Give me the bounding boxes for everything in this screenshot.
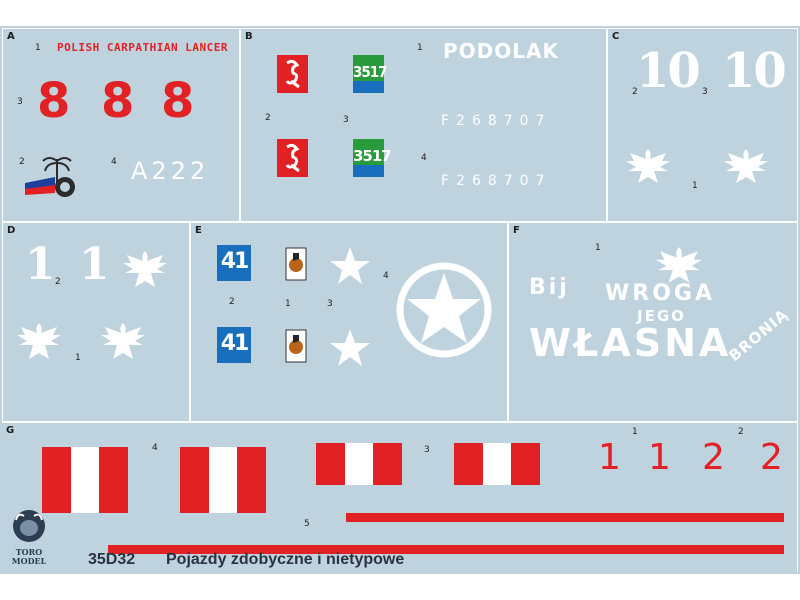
number-41-tile: 41 xyxy=(217,245,251,281)
red-white-flag-marking xyxy=(316,443,403,485)
number-ten-marking: 10 xyxy=(722,43,787,99)
polish-carpathian-lancer-text: POLISH CARPATHIAN LANCER xyxy=(57,41,228,54)
item-number: 3 xyxy=(424,445,430,455)
star-icon xyxy=(330,247,370,284)
polish-eagle-icon xyxy=(626,149,670,183)
item-number: 1 xyxy=(417,43,423,53)
sheet-title: Pojazdy zdobyczne i nietypowe xyxy=(166,551,405,568)
section-e: E 41 4 2 1 3 41 xyxy=(190,222,508,422)
serial-number-text: F268707 xyxy=(441,113,552,129)
tile-number: 3517 xyxy=(353,147,392,165)
item-number: 1 xyxy=(692,181,698,191)
toro-model-bull-logo-icon xyxy=(13,510,45,542)
serial-number-text: F268707 xyxy=(441,173,552,189)
decal-sheet: A 1 POLISH CARPATHIAN LANCER 3 8 8 8 2 4… xyxy=(0,26,800,574)
number-one-marking: 1 xyxy=(79,239,110,290)
item-number: 3 xyxy=(327,299,333,309)
tile-number: 41 xyxy=(220,249,250,274)
slogan-wroga-text: WROGA xyxy=(605,281,715,306)
toro-model-brand-text: TORO MODEL xyxy=(11,547,47,566)
red-stripe-marking xyxy=(108,545,784,554)
item-number: 4 xyxy=(383,271,389,281)
lancer-palm-emblem-icon xyxy=(25,157,75,197)
polish-eagle-icon xyxy=(101,323,145,359)
section-c: C 10 2 3 10 1 xyxy=(607,28,798,222)
slogan-bronia-text: BRONIĄ xyxy=(725,305,792,365)
red-white-flag-marking xyxy=(42,447,129,513)
item-number: 4 xyxy=(421,153,427,163)
unit-number-tile: 3517 xyxy=(353,139,392,177)
polish-eagle-icon xyxy=(724,149,768,183)
mermaid-emblem-icon xyxy=(277,55,308,93)
item-number: 1 xyxy=(595,243,601,253)
number-ten-marking: 10 xyxy=(636,43,701,99)
red-white-flag-marking xyxy=(180,447,267,513)
slogan-bij-text: Bij xyxy=(529,275,570,300)
item-number: 2 xyxy=(632,87,638,97)
item-number: 1 xyxy=(35,43,41,53)
section-label: C xyxy=(612,31,620,42)
tile-number: 41 xyxy=(220,331,250,356)
unit-number-tile: 3517 xyxy=(353,55,388,93)
polish-eagle-icon xyxy=(17,323,61,359)
star-icon xyxy=(330,329,370,366)
item-number: 2 xyxy=(738,427,744,437)
item-number: 3 xyxy=(17,97,23,107)
item-number: 2 xyxy=(265,113,271,123)
bear-emblem-icon xyxy=(285,329,307,363)
allied-star-roundel-icon xyxy=(396,262,492,358)
section-label: G xyxy=(6,425,15,436)
item-number: 4 xyxy=(111,157,117,167)
item-number: 1 xyxy=(285,299,291,309)
section-label: D xyxy=(7,225,16,236)
section-g: G 4 3 1 2 1 1 2 2 5 xyxy=(2,422,798,572)
section-label: B xyxy=(245,31,253,42)
item-number: 1 xyxy=(75,353,81,363)
number-one-red-marking: 1 xyxy=(598,437,621,478)
section-f: F 1 Bij WROGA JEGO WŁASNA BRONIĄ xyxy=(508,222,798,422)
item-number: 3 xyxy=(702,87,708,97)
item-number: 3 xyxy=(343,115,349,125)
mermaid-emblem-icon xyxy=(277,139,308,177)
item-number: 1 xyxy=(632,427,638,437)
section-b: B 1 PODOLAK 3517 2 3 F268707 3517 4 F268… xyxy=(240,28,607,222)
section-label: F xyxy=(513,225,520,236)
eight-marking: 8 xyxy=(101,73,135,129)
number-two-red-marking: 2 xyxy=(760,437,783,478)
eight-marking: 8 xyxy=(161,73,195,129)
item-number: 2 xyxy=(229,297,235,307)
red-white-flag-marking xyxy=(454,443,541,485)
sheet-code: 35D32 xyxy=(88,551,136,568)
section-a: A 1 POLISH CARPATHIAN LANCER 3 8 8 8 2 4… xyxy=(2,28,240,222)
polish-eagle-icon xyxy=(656,247,702,283)
item-number: 4 xyxy=(152,443,158,453)
item-number: 5 xyxy=(304,519,310,529)
number-one-red-marking: 1 xyxy=(648,437,671,478)
tile-number: 3517 xyxy=(353,63,388,81)
slogan-jego-text: JEGO xyxy=(637,307,686,325)
number-41-tile: 41 xyxy=(217,327,251,363)
item-number: 2 xyxy=(55,277,61,287)
polish-eagle-icon xyxy=(123,251,167,287)
section-label: E xyxy=(195,225,202,236)
item-number: 2 xyxy=(19,157,25,167)
red-stripe-marking xyxy=(346,513,784,522)
number-two-red-marking: 2 xyxy=(702,437,725,478)
bear-emblem-icon xyxy=(285,247,307,281)
slogan-wlasna-text: WŁASNA xyxy=(529,321,732,365)
number-one-marking: 1 xyxy=(25,239,56,290)
podolak-text: PODOLAK xyxy=(443,39,559,63)
section-d: D 1 2 1 1 xyxy=(2,222,190,422)
eight-marking: 8 xyxy=(37,73,71,129)
section-label: A xyxy=(7,31,15,42)
a222-marking: A222 xyxy=(131,157,210,185)
